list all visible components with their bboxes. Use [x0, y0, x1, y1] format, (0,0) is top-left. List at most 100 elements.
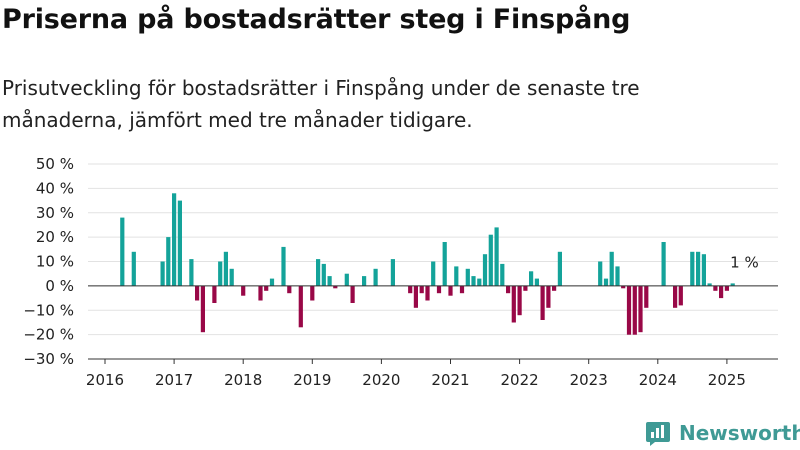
bar	[488, 234, 493, 286]
bar	[419, 285, 424, 294]
y-axis-ticks: −30 % −20 % −10 % 0 % 10 % 20 % 30 % 40 % 50 %	[23, 155, 74, 368]
bar	[696, 251, 701, 286]
chart-subtitle: Prisutveckling för bostadsrätter i Finsp…	[2, 76, 640, 132]
y-tick-label: 30 %	[36, 204, 74, 222]
bar	[431, 261, 436, 286]
bar	[218, 261, 223, 286]
bar	[223, 251, 228, 286]
bar	[269, 278, 275, 286]
bars	[120, 193, 735, 335]
bar	[229, 268, 234, 286]
bar	[719, 285, 724, 299]
y-tick-label: 10 %	[36, 253, 74, 271]
bar	[310, 285, 315, 301]
bar	[615, 266, 620, 286]
bar	[287, 285, 292, 294]
bar	[678, 285, 683, 306]
bar	[436, 285, 442, 294]
bar	[626, 285, 632, 335]
x-tick-label: 2018	[224, 371, 262, 389]
bar	[390, 259, 395, 286]
bar	[482, 254, 488, 286]
bar	[552, 285, 557, 291]
y-tick-label: 50 %	[36, 155, 74, 173]
bar	[465, 268, 470, 286]
bar	[344, 273, 349, 286]
bar	[517, 285, 522, 316]
bar	[713, 285, 718, 291]
bar	[707, 283, 712, 286]
x-tick-label: 2024	[639, 371, 677, 389]
bar	[160, 261, 165, 286]
bar	[598, 261, 603, 286]
x-axis: 2016 2017 2018 2019 2020 2021 2022 2023 2024 2025	[86, 285, 778, 389]
bar	[644, 285, 649, 308]
page-title: Priserna på bostadsrätter steg i Finspån…	[2, 4, 631, 35]
bar	[327, 276, 332, 286]
bar	[500, 263, 505, 286]
y-tick-label: −30 %	[23, 350, 74, 368]
bar	[557, 251, 562, 286]
bar	[523, 285, 528, 291]
x-tick-label: 2019	[293, 371, 331, 389]
bar	[177, 200, 182, 286]
y-tick-label: 20 %	[36, 228, 74, 246]
bar	[730, 283, 735, 286]
x-tick-label: 2020	[362, 371, 400, 389]
y-tick-label: −20 %	[23, 326, 74, 344]
bar	[459, 285, 465, 294]
bar	[373, 268, 378, 286]
bar	[442, 242, 447, 286]
bar	[506, 285, 511, 294]
x-tick-label: 2016	[86, 371, 124, 389]
bar	[362, 276, 367, 286]
bar	[212, 285, 217, 303]
y-tick-label: 40 %	[36, 179, 74, 197]
bar	[189, 259, 194, 286]
x-tick-label: 2017	[155, 371, 193, 389]
bar	[425, 285, 430, 301]
bar	[321, 263, 326, 286]
x-tick-label: 2021	[431, 371, 469, 389]
bar	[673, 285, 678, 308]
x-tick-label: 2025	[708, 371, 746, 389]
bar	[638, 285, 643, 333]
bar	[540, 285, 545, 320]
bar	[546, 285, 551, 308]
annotations: 1 %	[730, 253, 759, 271]
bar	[264, 285, 269, 291]
bar	[131, 251, 136, 286]
bar	[701, 254, 706, 286]
bar	[166, 237, 171, 286]
bar	[172, 193, 177, 286]
bar	[603, 278, 609, 286]
bar	[477, 278, 482, 286]
bar	[281, 246, 286, 286]
bar	[511, 285, 516, 323]
bar	[316, 259, 321, 286]
bar	[298, 285, 303, 328]
brand-name: Newsworthy	[679, 421, 800, 445]
bar	[200, 285, 205, 333]
bar	[333, 285, 338, 289]
bar	[350, 285, 355, 303]
bar	[724, 285, 729, 291]
bar	[258, 285, 263, 301]
x-tick-label: 2023	[570, 371, 608, 389]
bar	[661, 242, 666, 286]
bar	[690, 251, 695, 286]
bar	[621, 285, 626, 289]
y-tick-label: −10 %	[23, 301, 74, 319]
bar	[241, 285, 246, 296]
bar	[534, 278, 539, 286]
bar	[529, 271, 534, 286]
bar	[471, 276, 476, 286]
bar	[632, 285, 637, 335]
y-tick-label: 0 %	[45, 277, 74, 295]
bar	[408, 285, 413, 294]
bar	[413, 285, 418, 308]
bar	[120, 217, 125, 286]
brand-logo[interactable]: Newsworthy	[645, 418, 800, 448]
bar	[195, 285, 200, 301]
bar	[448, 285, 453, 296]
